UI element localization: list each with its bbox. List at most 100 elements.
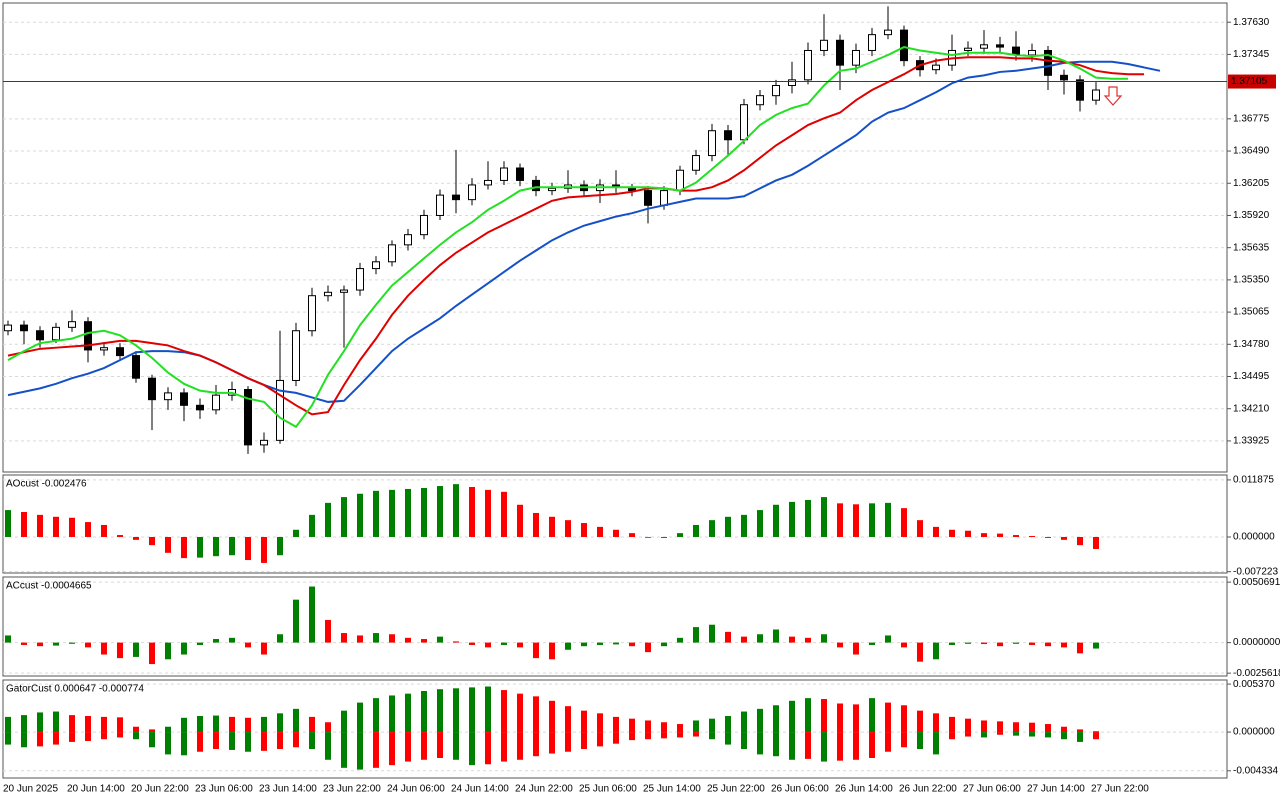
histogram-bar	[997, 732, 1003, 735]
y-tick-label: 0.000000	[1233, 532, 1275, 543]
histogram-bar	[117, 732, 123, 738]
histogram-bar	[613, 716, 619, 733]
histogram-bar	[629, 533, 635, 537]
histogram-bar	[1093, 536, 1099, 549]
histogram-bar	[341, 710, 347, 733]
histogram-bar	[645, 720, 651, 733]
histogram-bar	[1029, 642, 1035, 645]
candle-body	[196, 404, 204, 411]
candle-body	[772, 84, 780, 97]
histogram-bar	[133, 536, 139, 540]
histogram-bar	[37, 642, 43, 647]
histogram-bar	[917, 732, 923, 750]
histogram-bar	[149, 642, 155, 665]
histogram-bar	[853, 504, 859, 537]
y-tick-label: 1.37345	[1233, 49, 1270, 60]
histogram-bar	[789, 636, 795, 643]
histogram-bar	[693, 720, 699, 733]
candle-body	[884, 29, 892, 36]
histogram-bar	[421, 732, 427, 760]
histogram-bar	[757, 708, 763, 733]
histogram-bar	[709, 520, 715, 537]
histogram-bar	[37, 514, 43, 537]
histogram-bar	[261, 536, 267, 563]
histogram-bar	[501, 491, 507, 537]
histogram-bar	[69, 517, 75, 537]
histogram-bar	[85, 732, 91, 742]
histogram-bar	[501, 642, 507, 645]
y-tick-label: 1.36490	[1233, 146, 1270, 157]
histogram-bar	[325, 732, 331, 760]
histogram-bar	[933, 526, 939, 537]
histogram-bar	[197, 716, 203, 733]
histogram-bar	[597, 713, 603, 733]
histogram-bar	[117, 717, 123, 733]
candle-body	[132, 355, 140, 379]
candle-body	[756, 95, 764, 106]
y-tick-label: 0.005370	[1233, 679, 1275, 690]
histogram-bar	[437, 486, 443, 537]
histogram-bar	[357, 635, 363, 643]
histogram-bar	[757, 732, 763, 755]
histogram-bar	[757, 510, 763, 537]
histogram-bar	[837, 503, 843, 537]
histogram-bar	[1061, 732, 1067, 740]
histogram-bar	[549, 516, 555, 537]
histogram-bar	[709, 624, 715, 643]
histogram-bar	[853, 642, 859, 655]
histogram-bar	[421, 487, 427, 537]
histogram-bar	[357, 732, 363, 770]
candle-body	[1044, 49, 1052, 76]
histogram-bar	[197, 536, 203, 558]
price-label: 1.37105	[1231, 76, 1268, 87]
histogram-bar	[229, 536, 235, 556]
histogram-bar	[1077, 536, 1083, 546]
histogram-bar	[981, 642, 987, 645]
histogram-bar	[997, 721, 1003, 733]
candle-body	[388, 244, 396, 263]
histogram-bar	[453, 484, 459, 537]
histogram-bar	[1029, 536, 1035, 537]
histogram-bar	[69, 715, 75, 733]
y-tick-label: 1.36205	[1233, 178, 1270, 189]
histogram-bar	[693, 627, 699, 643]
histogram-bar	[933, 713, 939, 733]
y-tick-label: 0.000000	[1233, 727, 1275, 738]
histogram-bar	[805, 698, 811, 733]
histogram-bar	[949, 732, 955, 740]
candle-body	[468, 184, 476, 201]
histogram-bar	[229, 732, 235, 750]
histogram-bar	[165, 732, 171, 755]
histogram-bar	[53, 732, 59, 745]
histogram-bar	[677, 732, 683, 738]
histogram-bar	[565, 706, 571, 733]
histogram-bar	[357, 493, 363, 537]
candle-body	[900, 29, 908, 62]
histogram-bar	[1029, 732, 1035, 737]
x-tick-label: 26 Jun 06:00	[771, 784, 829, 795]
histogram-bar	[245, 732, 251, 752]
candle-body	[20, 324, 28, 332]
histogram-bar	[453, 641, 459, 643]
x-tick-label: 23 Jun 22:00	[323, 784, 381, 795]
histogram-bar	[341, 633, 347, 643]
histogram-bar	[5, 732, 11, 745]
histogram-bar	[261, 642, 267, 655]
histogram-bar	[437, 689, 443, 733]
histogram-bar	[949, 642, 955, 645]
histogram-bar	[453, 688, 459, 733]
histogram-bar	[325, 619, 331, 643]
candle-body	[308, 295, 316, 332]
candle-body	[836, 39, 844, 66]
histogram-bar	[181, 536, 187, 559]
candle-body	[484, 179, 492, 186]
histogram-bar	[1045, 724, 1051, 733]
histogram-bar	[341, 497, 347, 537]
histogram-bar	[805, 637, 811, 643]
histogram-bar	[1093, 731, 1099, 733]
histogram-bar	[1013, 722, 1019, 733]
histogram-bar	[869, 698, 875, 733]
histogram-bar	[277, 713, 283, 733]
histogram-bar	[357, 702, 363, 733]
